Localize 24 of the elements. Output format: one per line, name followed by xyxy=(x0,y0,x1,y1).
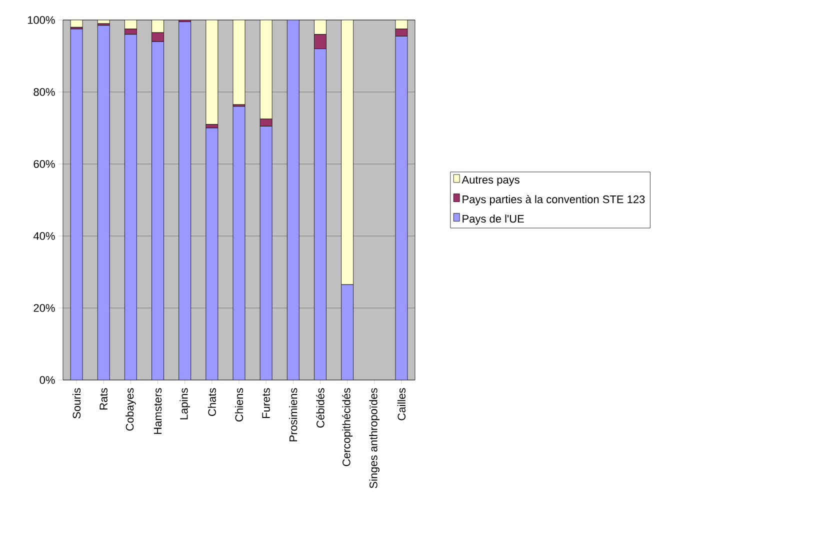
y-tick-label: 40% xyxy=(33,232,55,240)
bar xyxy=(314,34,326,49)
x-tick-label: Chats xyxy=(208,388,216,416)
x-tick-label: Singes anthropoïdes xyxy=(369,388,380,488)
legend-label: Autres pays xyxy=(462,176,520,186)
y-tick-label: 80% xyxy=(34,88,55,96)
x-tick-label: Lapins xyxy=(180,388,190,420)
x-tick-label: Cobayes xyxy=(126,388,136,431)
legend-label: Pays parties à la convention STE 123 xyxy=(462,195,645,206)
y-tick-label: 60% xyxy=(34,160,55,168)
x-tick-label: Rats xyxy=(100,388,108,410)
y-tick-label: 20% xyxy=(34,304,55,312)
x-tick-label: Chiens xyxy=(234,388,244,422)
x-tick-label: Hamsters xyxy=(154,388,162,434)
x-tick-label: Cébidés xyxy=(316,388,324,428)
legend-label: Pays de l'UE xyxy=(462,214,524,225)
bar xyxy=(152,32,164,42)
x-tick-label: Cailles xyxy=(397,388,406,420)
x-tick-label: Furets xyxy=(262,388,270,418)
y-tick-label: 0% xyxy=(40,376,55,384)
y-tick-label: 100% xyxy=(28,16,55,24)
x-tick-label: Souris xyxy=(72,388,81,418)
x-tick-label: Prosimiens xyxy=(289,388,298,442)
x-tick-label: Cercopithécidés xyxy=(342,388,352,466)
